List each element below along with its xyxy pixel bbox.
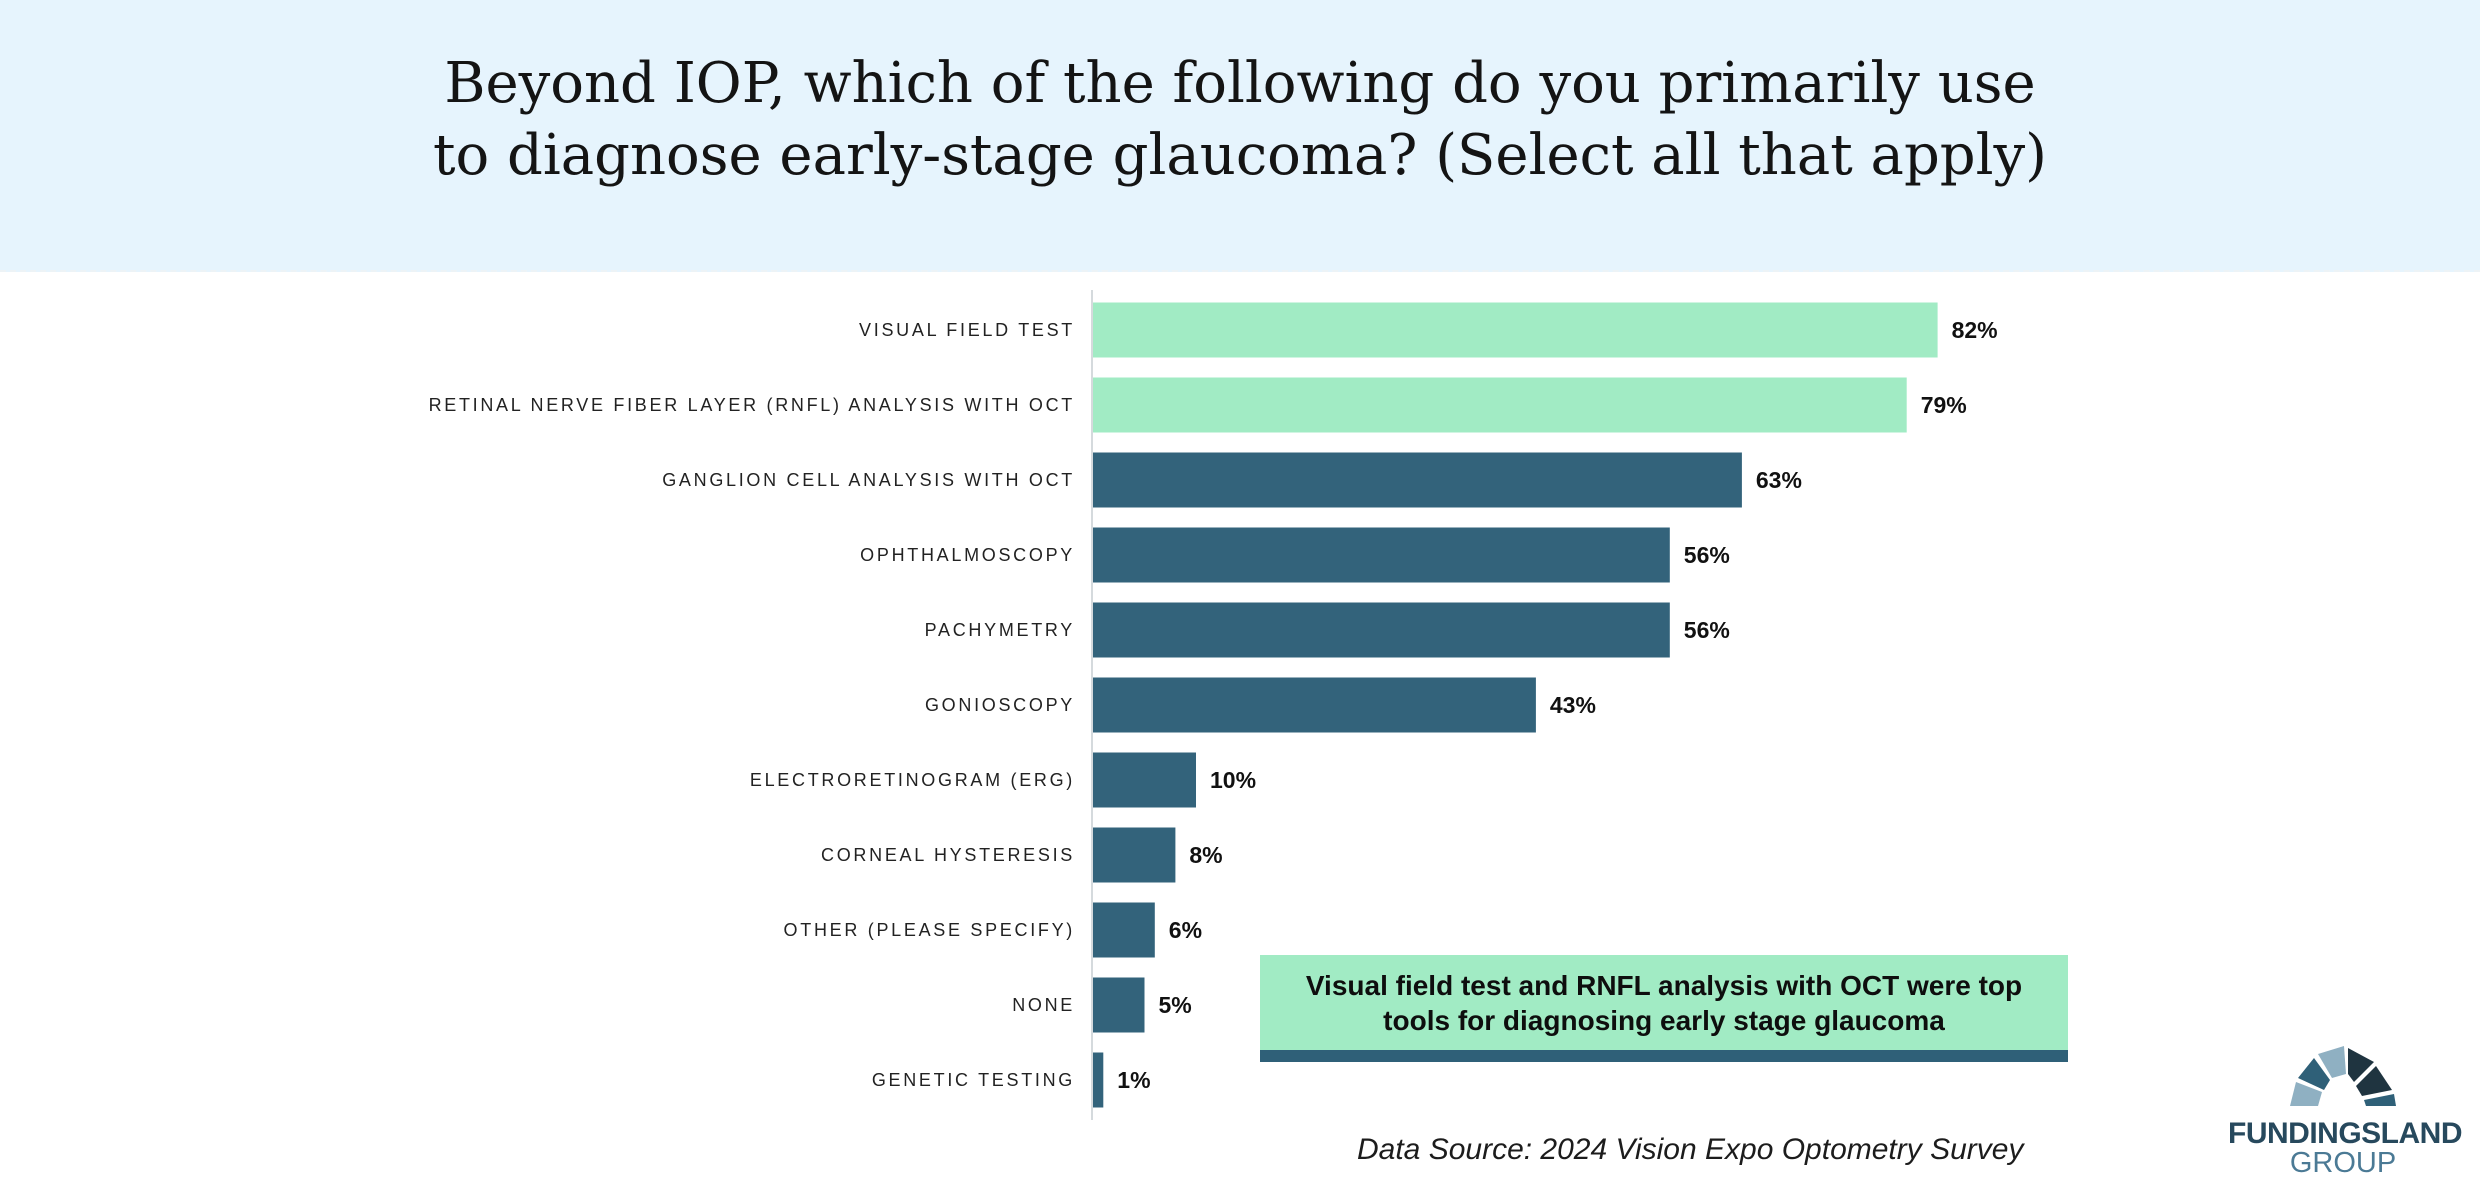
value-label: 6% xyxy=(1169,917,1202,943)
category-label: PACHYMETRY xyxy=(925,620,1075,640)
value-label: 8% xyxy=(1189,842,1222,868)
bar xyxy=(1093,977,1145,1033)
bar xyxy=(1093,902,1155,958)
value-label: 63% xyxy=(1756,467,1802,493)
chart-title-line-1: Beyond IOP, which of the following do yo… xyxy=(444,51,2036,116)
category-label: NONE xyxy=(1012,995,1075,1015)
value-label: 56% xyxy=(1684,542,1730,568)
company-logo: FUNDINGSLAND GROUP xyxy=(2228,1044,2463,1184)
category-label: OTHER (PLEASE SPECIFY) xyxy=(784,920,1075,940)
callout-text: Visual field test and RNFL analysis with… xyxy=(1305,969,2023,1036)
value-label: 56% xyxy=(1684,617,1730,643)
bar xyxy=(1093,677,1536,733)
logo-segment-6 xyxy=(2364,1094,2396,1106)
bar xyxy=(1093,752,1196,808)
bar xyxy=(1093,1052,1104,1108)
logo-wordmark-line-1: FUNDINGSLAND xyxy=(2228,1117,2463,1150)
chart-title: Beyond IOP, which of the following do yo… xyxy=(0,48,2480,192)
key-finding-callout: Visual field test and RNFL analysis with… xyxy=(1260,955,2068,1062)
value-label: 1% xyxy=(1117,1067,1150,1093)
category-label: GANGLION CELL ANALYSIS WITH OCT xyxy=(662,470,1075,490)
value-label: 43% xyxy=(1550,692,1596,718)
category-label: VISUAL FIELD TEST xyxy=(859,320,1075,340)
bar xyxy=(1093,527,1670,583)
logo-segment-1 xyxy=(2290,1082,2322,1106)
bar xyxy=(1093,377,1907,433)
logo-fan-icon xyxy=(2290,1046,2396,1106)
category-label: OPHTHALMOSCOPY xyxy=(860,545,1075,565)
bar xyxy=(1093,302,1938,358)
data-source-note: Data Source: 2024 Vision Expo Optometry … xyxy=(1357,1133,2024,1166)
logo-segment-4 xyxy=(2348,1048,2374,1082)
bar xyxy=(1093,827,1176,883)
value-label: 10% xyxy=(1210,767,1256,793)
category-label: CORNEAL HYSTERESIS xyxy=(821,845,1075,865)
bar xyxy=(1093,452,1742,508)
value-label: 82% xyxy=(1952,317,1998,343)
value-label: 79% xyxy=(1921,392,1967,418)
category-label: GONIOSCOPY xyxy=(925,695,1075,715)
chart-title-line-2: to diagnose early-stage glaucoma? (Selec… xyxy=(432,123,2048,188)
value-label: 5% xyxy=(1159,992,1192,1018)
category-label: GENETIC TESTING xyxy=(872,1070,1075,1090)
category-label: ELECTRORETINOGRAM (ERG) xyxy=(750,770,1075,790)
category-label: RETINAL NERVE FIBER LAYER (RNFL) ANALYSI… xyxy=(429,395,1075,415)
logo-segment-5 xyxy=(2356,1066,2392,1096)
bar xyxy=(1093,602,1670,658)
header-banner: Beyond IOP, which of the following do yo… xyxy=(0,0,2480,272)
logo-wordmark-line-2: GROUP xyxy=(2289,1147,2397,1179)
logo-segment-3 xyxy=(2318,1046,2346,1078)
logo-segment-2 xyxy=(2298,1058,2330,1090)
